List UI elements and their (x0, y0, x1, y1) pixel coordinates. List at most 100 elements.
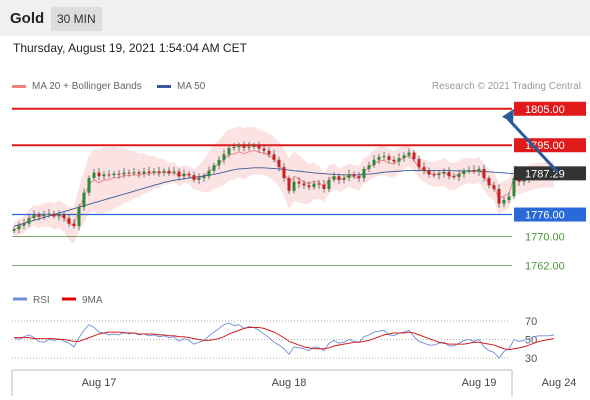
candle-body (237, 145, 241, 148)
legend-ma50-label: MA 50 (177, 81, 206, 92)
candle-body (392, 159, 396, 162)
candle-body (302, 183, 306, 186)
candle-body (347, 174, 351, 179)
candle-body (362, 168, 366, 179)
timeframe-badge[interactable]: 30 MIN (51, 7, 102, 31)
candle-body (427, 170, 431, 175)
candle-body (282, 167, 286, 179)
legend-ma20-label: MA 20 + Bollinger Bands (32, 81, 142, 92)
level-label-1805.00: 1805.00 (525, 104, 565, 116)
candle-body (127, 172, 131, 174)
candle-body (372, 159, 376, 166)
candle-body (502, 199, 506, 204)
candle-body (107, 174, 111, 176)
candle-body (202, 176, 206, 179)
rsi-tick-30: 30 (525, 353, 537, 365)
forecast-arrow-shaft (506, 117, 560, 174)
rsi-tick-70: 70 (525, 316, 537, 328)
candle-body (382, 156, 386, 158)
candle-body (352, 174, 356, 177)
candle-body (122, 172, 126, 175)
candle-body (187, 173, 191, 176)
candle-body (217, 159, 221, 166)
candle-body (512, 178, 516, 197)
candle-body (412, 152, 416, 160)
rsi-line (13, 322, 555, 359)
candle-body (67, 218, 71, 224)
candle-body (12, 229, 16, 231)
candle-body (252, 145, 256, 147)
candle-body (292, 181, 296, 191)
candle-body (337, 176, 341, 180)
level-tag-1805.00 (514, 101, 586, 116)
bollinger-band (14, 126, 554, 244)
candle-body (47, 213, 51, 215)
candle-body (242, 145, 246, 148)
candle-body (257, 145, 261, 149)
candle-body (22, 223, 26, 226)
x-tick-label: Aug 17 (82, 377, 117, 389)
candle-body (432, 174, 436, 176)
candle-body (72, 223, 76, 227)
candle-body (142, 171, 146, 174)
candle-body (17, 225, 21, 230)
level-tag-1795.00 (514, 138, 586, 153)
candle-body (147, 171, 151, 173)
candle-body (277, 159, 281, 168)
candle-body (92, 172, 96, 179)
candle-body (192, 175, 196, 180)
candle-body (262, 148, 266, 151)
candle-body (97, 172, 101, 177)
candle-body (522, 179, 526, 182)
candle-body (477, 168, 481, 172)
candle-body (447, 171, 451, 177)
candle-body (462, 170, 466, 175)
candle-body (467, 170, 471, 172)
candle-body (442, 171, 446, 174)
candle-body (472, 170, 476, 172)
candle-body (137, 172, 141, 174)
candle-body (157, 171, 161, 173)
candle-body (172, 171, 176, 173)
candle-body (297, 181, 301, 184)
candle-body (52, 213, 56, 217)
candle-body (397, 158, 401, 162)
candle-body (62, 214, 66, 219)
legend-ma50-swatch (157, 84, 171, 88)
candle-body (367, 165, 371, 169)
candle-body (332, 176, 336, 180)
top-bar: Gold 30 MIN (0, 0, 590, 36)
candle-body (87, 178, 91, 193)
candle-body (457, 174, 461, 177)
candle-body (327, 179, 331, 189)
candle-body (487, 178, 491, 186)
candle-body (322, 184, 326, 189)
level-tag-1776.00 (514, 207, 586, 222)
candle-body (232, 147, 236, 149)
candle-body (377, 156, 381, 160)
candle-body (167, 170, 171, 173)
current-price-tag (514, 166, 586, 181)
candle-body (222, 154, 226, 160)
candle-body (82, 192, 86, 208)
candle-body (437, 173, 441, 176)
candle-body (182, 173, 186, 177)
candle-body (317, 183, 321, 185)
candle-body (207, 170, 211, 177)
x-tick-label: Aug 18 (272, 377, 307, 389)
candle-body (507, 196, 511, 200)
candle-body (42, 214, 46, 217)
level-label-1776.00: 1776.00 (525, 210, 565, 222)
candle-body (112, 173, 116, 176)
legend-9ma-label: 9MA (82, 295, 103, 306)
candle-body (37, 214, 41, 217)
legend-rsi-label: RSI (33, 295, 50, 306)
candle-body (407, 152, 411, 156)
candle-body (32, 214, 36, 219)
candle-body (482, 168, 486, 179)
candle-body (357, 176, 361, 179)
candle-body (77, 207, 81, 227)
candle-body (102, 174, 106, 177)
candle-body (162, 170, 166, 173)
